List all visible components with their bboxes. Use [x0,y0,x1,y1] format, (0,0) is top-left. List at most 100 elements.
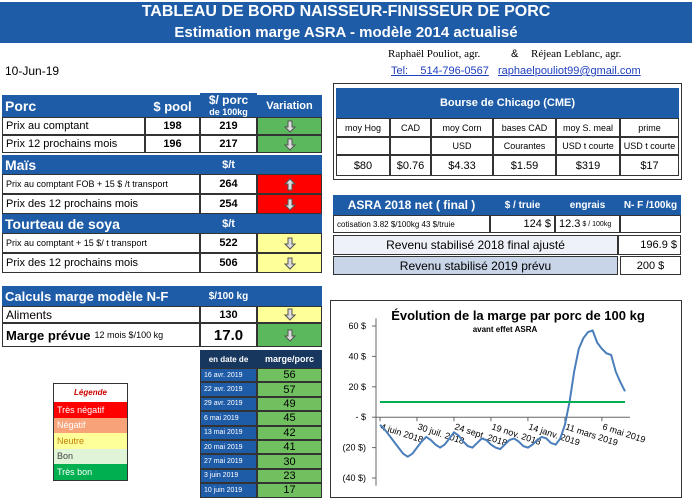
variation-cell [257,174,322,194]
chart-title: Évolution de la marge par porc de 100 kg [391,308,645,323]
column-header: engrais [555,195,620,215]
y-tick-label: (40 $) [342,473,366,483]
bourse-value: $4.33 [431,155,493,176]
section-header: Maïs [2,155,200,174]
column-header: $ pool [145,95,200,117]
bourse-column: moy Corn [431,118,493,137]
history-value: 57 [257,382,322,397]
row-label: Prix 12 prochains mois [2,135,145,153]
subtitle: Estimation marge ASRA - modèle 2014 actu… [0,21,692,43]
y-tick-label: (20 $) [342,443,366,453]
history-value: 56 [257,368,322,383]
row-label: Prix des 12 prochains mois [2,253,200,273]
legend-item: Neutre [54,433,127,449]
row-label: Prix des 12 prochains mois [2,194,200,214]
history-value: 42 [257,425,322,440]
row-label: Prix au comptant [2,117,145,135]
arrow-icon [283,120,296,133]
bourse-title: Bourse de Chicago (CME) [336,88,679,118]
price: 522 [200,233,257,253]
variation-cell [257,253,322,273]
bourse-column: bases CAD [493,118,556,137]
price: 254 [200,194,257,214]
column-header: ASRA 2018 net ( final ) [333,195,490,215]
ampersand: & [511,48,519,60]
y-tick-label: - $ [355,412,366,422]
bourse-unit [336,137,390,155]
bourse-column: prime [620,118,679,137]
revenu-label: Revenu stabilisé 2018 final ajusté [333,235,618,255]
legend-item: Très bon [54,464,127,480]
history-date: 13 mai 2019 [200,425,257,440]
bourse-unit: USD [431,137,493,155]
column-header: marge/porc [257,350,322,368]
variation-cell [257,194,322,214]
arrow-icon [283,177,296,190]
text-part: 12.3 [559,218,581,230]
row-label: Marge prévue 12 mois $/100 kg [2,323,200,347]
bourse-value: $0.76 [390,155,431,176]
history-date: 29 avr. 2019 [200,396,257,412]
variation-cell [257,135,322,153]
bourse-column: moy Hog [336,118,390,137]
engrais: 12.3 $ / 100kg [555,215,620,233]
column-header: en date de [200,350,257,368]
arrow-icon [283,308,296,321]
arrow-icon [283,329,296,342]
revenu-value: 196.9 $ [618,235,681,255]
history-value: 17 [257,483,322,498]
text-part: $ / 100kg [582,220,612,228]
empty-cell [620,215,681,233]
value: 130 [200,306,257,323]
y-tick-label: 20 $ [348,382,366,392]
price: 198 [145,117,200,135]
history-value: 49 [257,396,322,412]
column-header: de 100kg [200,106,257,117]
email: raphaelpouliot99@gmail.com [498,65,641,77]
price: 219 [200,117,257,135]
variation-cell [257,306,322,323]
revenu-value: 200 $ [620,256,681,275]
bourse-unit [390,137,431,155]
bourse-unit: USD t courte [556,137,620,155]
history-date: 27 mai 2019 [200,454,257,469]
arrow-icon [283,237,296,250]
row-label: Prix au comptant + 15 $/ t transport [2,233,200,253]
column-header: $/t [200,155,257,174]
data-line [379,329,626,458]
margin-value: 17.0 [200,323,257,347]
history-date: 20 mai 2019 [200,440,257,455]
price: 196 [145,135,200,153]
header-fill [257,286,322,306]
label-part: 12 mois $/100 kg [94,330,164,340]
legend-item: Bon [54,448,127,464]
column-header: Variation [257,95,322,117]
arrow-icon [283,257,296,270]
history-date: 10 juin 2019 [200,483,257,498]
phone: Tel: 514-796-0567 [391,65,489,77]
history-value: 30 [257,454,322,469]
history-value: 41 [257,440,322,455]
bourse-unit: Courantes [493,137,556,155]
y-tick-label: 60 $ [348,321,366,331]
history-date: 6 mai 2019 [200,411,257,426]
arrow-icon [283,138,296,151]
revenu-label: Revenu stabilisé 2019 prévu [333,256,618,275]
bourse-column: CAD [390,118,431,137]
section-header: Calculs marge modèle N-F [2,286,200,306]
variation-cell [257,117,322,135]
history-date: 3 juin 2019 [200,468,257,484]
header-fill [257,155,322,174]
column-header: $/100 kg [200,286,257,306]
column-header: N- F /100kg [620,195,681,215]
cotisation: cotisation 3.82 $/100kg 43 $/truie [333,215,490,233]
section-header: Tourteau de soya [2,214,200,233]
bourse-value: $1.59 [493,155,556,176]
history-value: 23 [257,468,322,484]
author: Réjean Leblanc, agr. [531,48,622,60]
price: 506 [200,253,257,273]
column-header: $ / truie [490,195,555,215]
author: Raphaël Pouliot, agr. [388,48,481,60]
